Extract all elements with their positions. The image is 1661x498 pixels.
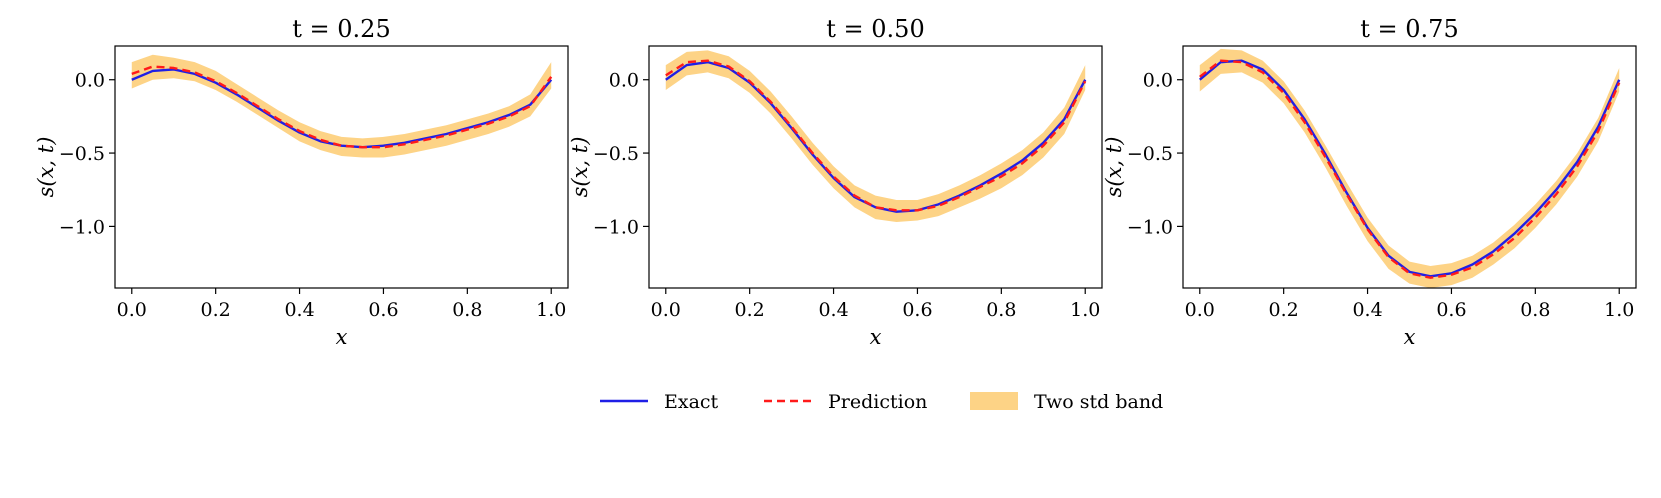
y-axis-label: s(x, t): [34, 137, 58, 198]
legend-band-swatch: [970, 392, 1018, 410]
x-tick-label: 0.6: [1436, 299, 1466, 321]
y-axis-label: s(x, t): [568, 137, 592, 198]
x-tick-label: 0.0: [1185, 299, 1215, 321]
x-axis-label: x: [1404, 325, 1416, 349]
x-tick-label: 0.6: [902, 299, 932, 321]
x-axis-label: x: [870, 325, 882, 349]
y-axis-label: s(x, t): [1102, 137, 1126, 198]
y-tick-label: 0.0: [609, 70, 639, 92]
std-band-area: [665, 50, 1086, 223]
legend-item-exact: Exact: [600, 391, 719, 413]
x-tick-label: 0.8: [986, 299, 1016, 321]
std-band-area: [131, 54, 552, 158]
exact-line: [665, 60, 1087, 213]
exact-line: [1199, 59, 1621, 278]
x-tick-label: 0.0: [651, 299, 681, 321]
y-tick-label: −0.5: [1127, 143, 1173, 165]
legend: Exact Prediction Two std band: [600, 391, 1163, 413]
y-tick-label: −0.5: [59, 143, 105, 165]
x-tick-label: 0.2: [201, 299, 231, 321]
x-tick-label: 0.8: [1520, 299, 1550, 321]
exact-line: [131, 68, 553, 149]
std-band-area: [1199, 48, 1620, 289]
y-tick-label: −0.5: [593, 143, 639, 165]
prediction-line: [1199, 59, 1621, 279]
y-tick-label: −1.0: [593, 216, 639, 238]
axes-frame: [648, 45, 1103, 289]
y-tick-label: −1.0: [59, 216, 105, 238]
prediction-line: [665, 59, 1087, 212]
x-tick-label: 0.8: [452, 299, 482, 321]
x-tick-label: 0.4: [1352, 299, 1382, 321]
x-tick-label: 1.0: [1070, 299, 1100, 321]
y-tick-label: 0.0: [1143, 70, 1173, 92]
x-tick-label: 0.0: [117, 299, 147, 321]
x-axis-label: x: [336, 325, 348, 349]
legend-label: Exact: [664, 391, 719, 413]
prediction-line: [131, 65, 553, 149]
chart-title: t = 0.75: [1360, 15, 1458, 43]
y-tick-label: −1.0: [1127, 216, 1173, 238]
x-tick-label: 1.0: [536, 299, 566, 321]
x-tick-label: 0.2: [735, 299, 765, 321]
chart-title: t = 0.50: [826, 15, 924, 43]
x-tick-label: 0.6: [368, 299, 398, 321]
legend-label: Two std band: [1034, 391, 1163, 413]
axes-frame: [114, 45, 569, 289]
legend-item-prediction: Prediction: [764, 391, 927, 413]
panel-1: 0.0 0.2 0.4 0.6 0.8 1.0 0.0 −0.5 −1.0 t = 0.25 x s(…: [34, 15, 569, 349]
y-tick-label: 0.0: [75, 70, 105, 92]
panel-2: 0.0 0.2 0.4 0.6 0.8 1.0 0.0 −0.5 −1.0 t = 0.50 x s(…: [568, 15, 1103, 349]
x-tick-label: 0.2: [1269, 299, 1299, 321]
panel-3: 0.0 0.2 0.4 0.6 0.8 1.0 0.0 −0.5 −1.0 t = 0.75 x s(…: [1102, 15, 1637, 349]
axes-frame: [1182, 45, 1637, 289]
x-tick-label: 1.0: [1604, 299, 1634, 321]
legend-label: Prediction: [828, 391, 927, 413]
legend-item-two-std-band: Two std band: [970, 391, 1163, 413]
x-tick-label: 0.4: [818, 299, 848, 321]
x-tick-label: 0.4: [284, 299, 314, 321]
chart-title: t = 0.25: [292, 15, 390, 43]
